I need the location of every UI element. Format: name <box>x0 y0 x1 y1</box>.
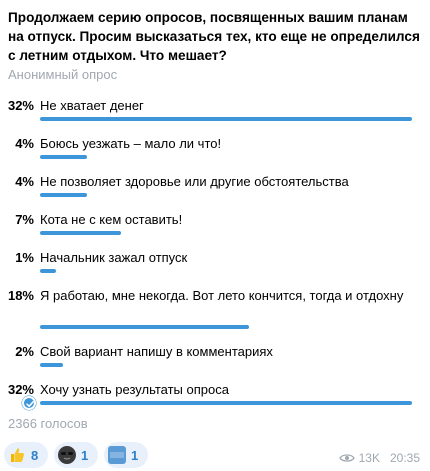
option-label: Хочу узнать результаты опроса <box>40 382 229 397</box>
option-result-bar <box>40 117 412 121</box>
views-count: 13K <box>358 451 380 465</box>
reaction-count: 1 <box>81 447 89 463</box>
reaction-thumbs-up[interactable]: 8 <box>4 442 48 468</box>
poll-question: Продолжаем серию опросов, посвященных ва… <box>8 10 420 63</box>
reaction-sunglasses[interactable]: 1 <box>54 442 98 468</box>
option-result-bar <box>40 231 121 235</box>
option-percent: 7% <box>15 212 34 227</box>
option-result-bar <box>40 363 63 367</box>
poll-type-label: Анонимный опрос <box>8 67 118 82</box>
option-label: Начальник зажал отпуск <box>40 250 188 265</box>
option-label: Не хватает денег <box>40 98 144 113</box>
option-percent: 18% <box>7 288 34 303</box>
option-result-bar <box>40 269 56 273</box>
option-result-bar <box>40 401 412 405</box>
reaction-count: 8 <box>31 447 39 463</box>
option-label: Боюсь уезжать – мало ли что! <box>40 136 222 151</box>
option-percent: 32% <box>7 98 34 113</box>
sunglasses-face-icon <box>58 446 76 464</box>
option-percent: 4% <box>15 174 34 189</box>
message-meta: 13K 20:35 <box>338 451 420 465</box>
reaction-count: 1 <box>131 447 139 463</box>
option-percent: 1% <box>15 250 34 265</box>
option-label: Я работаю, мне некогда. Вот лето кончитс… <box>40 288 404 303</box>
option-percent: 32% <box>7 382 34 397</box>
eye-icon <box>338 454 355 462</box>
reaction-cool[interactable]: 1 <box>104 442 148 468</box>
checkmark-icon <box>22 396 36 410</box>
message-time: 20:35 <box>389 451 420 465</box>
views-counter: 13K <box>338 451 380 465</box>
option-result-bar <box>40 155 87 159</box>
option-result-bar <box>40 193 87 197</box>
option-result-bar <box>40 325 249 329</box>
thumbs-up-icon <box>8 446 26 464</box>
cool-button-icon <box>108 446 126 464</box>
option-label: Кота не с кем оставить! <box>40 212 183 227</box>
option-label: Свой вариант напишу в комментариях <box>40 344 273 359</box>
option-label: Не позволяет здоровье или другие обстоят… <box>40 174 349 189</box>
option-percent: 4% <box>15 136 34 151</box>
votes-count: 2366 голосов <box>8 416 88 431</box>
option-percent: 2% <box>15 344 34 359</box>
